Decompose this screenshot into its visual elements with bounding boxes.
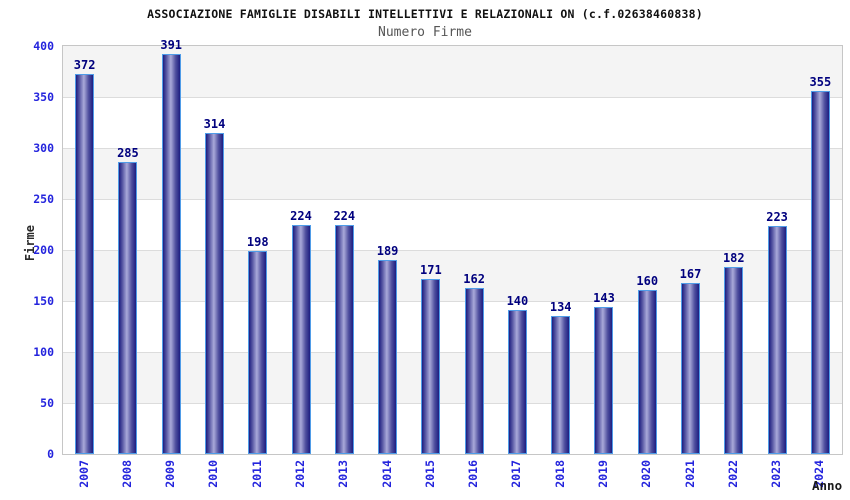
bar-value-label: 189	[376, 244, 399, 258]
plot-band	[63, 199, 842, 250]
plot-area: 372 285 391 314 198 224 224 189 171 162 140 134 143 1…	[62, 38, 843, 455]
bar-value-label: 198	[246, 235, 269, 249]
bar-value-label: 285	[117, 146, 139, 160]
y-axis-tick-label: 400	[33, 39, 54, 53]
y-axis-tick-label: 100	[33, 345, 54, 359]
gridline	[63, 352, 842, 353]
y-axis-tick-label: 200	[33, 243, 54, 257]
y-axis-tick-label: 150	[33, 294, 54, 308]
plot-band	[63, 250, 842, 301]
bar-value-label: 140	[506, 294, 529, 308]
bar-2023	[767, 226, 787, 454]
bar-2017	[507, 310, 527, 454]
bar-value-label: 162	[463, 272, 485, 286]
gridline	[63, 199, 842, 200]
bar-value-label: 224	[333, 209, 356, 223]
bar-value-label: 372	[73, 58, 96, 72]
gridline	[63, 250, 842, 251]
plot-band	[63, 148, 842, 199]
bar-2014	[378, 260, 398, 454]
bar-value-label: 160	[636, 274, 659, 288]
bar-value-label: 224	[290, 209, 312, 223]
bar-2022	[724, 267, 744, 454]
gridline	[63, 301, 842, 302]
plot-band	[63, 97, 842, 148]
bar-value-label: 167	[679, 267, 702, 281]
bar-2019	[594, 307, 614, 454]
bar-2007	[75, 74, 95, 454]
bar-2011	[248, 251, 268, 454]
bar-2024	[810, 91, 830, 454]
plot-band	[63, 46, 842, 97]
bar-value-label: 134	[549, 300, 572, 314]
bar-2008	[118, 162, 138, 454]
bar-value-label: 314	[203, 117, 226, 131]
chart-title: ASSOCIAZIONE FAMIGLIE DISABILI INTELLETT…	[147, 7, 703, 21]
plot-band	[63, 403, 842, 454]
x-axis-title: Anno	[812, 478, 843, 493]
bar-value-label: 182	[722, 251, 745, 265]
plot-band	[63, 301, 842, 352]
bar-value-label: 391	[160, 38, 183, 52]
y-axis-tick-label: 350	[33, 90, 54, 104]
bar-value-label: 143	[593, 291, 615, 305]
bar-2012	[291, 225, 311, 454]
gridline	[63, 148, 842, 149]
bar-2016	[464, 288, 484, 454]
y-axis-tick-label: 0	[47, 447, 54, 461]
chart-subtitle: Numero Firme	[378, 25, 472, 40]
bar-2013	[334, 225, 354, 454]
plot-band	[63, 352, 842, 403]
y-axis-tick-label: 300	[33, 141, 54, 155]
bar-value-label: 171	[420, 263, 442, 277]
bar-2010	[204, 133, 224, 454]
bar-value-label: 355	[809, 75, 832, 89]
y-axis-tick-label: 250	[33, 192, 54, 206]
gridline	[63, 403, 842, 404]
bar-2020	[637, 290, 657, 454]
bar-2009	[161, 54, 181, 454]
y-axis-tick-label: 50	[40, 396, 54, 410]
gridline	[63, 97, 842, 98]
bar-value-label: 223	[766, 210, 788, 224]
bar-2018	[551, 316, 571, 454]
bar-2015	[421, 279, 441, 454]
bar-2021	[681, 283, 701, 454]
